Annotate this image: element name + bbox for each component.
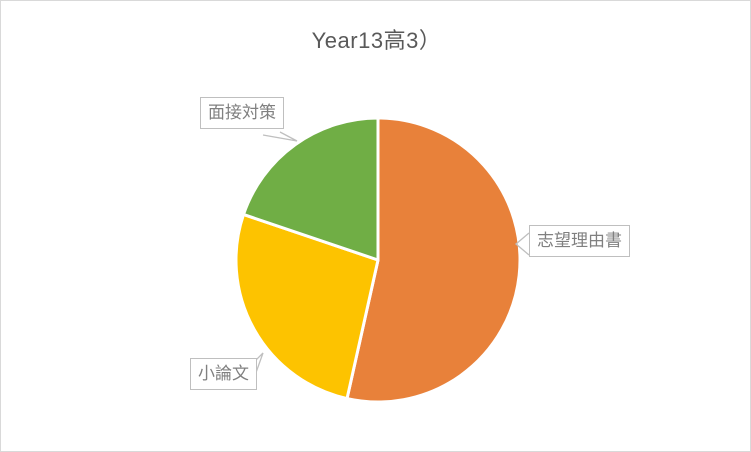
pie-slice-group [234, 116, 522, 404]
chart-title: Year13高3） [311, 28, 442, 53]
pie-slice-1[interactable] [345, 116, 522, 404]
pie-slice-2[interactable] [234, 212, 380, 401]
data-label-shoronbun: 小論文 [190, 358, 257, 390]
data-label-shiboriyusho: 志望理由書 [529, 225, 630, 257]
data-label-mensetsu: 面接対策 [200, 97, 284, 129]
pie-slice-3[interactable] [242, 116, 380, 262]
